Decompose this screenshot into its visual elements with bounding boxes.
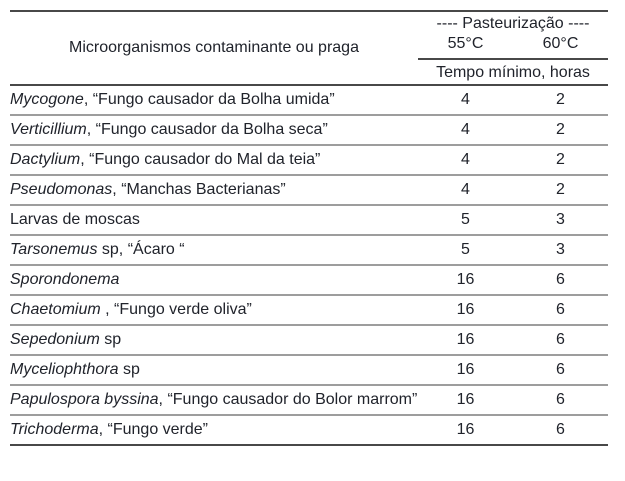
organism-genus: Myceliophthora: [10, 361, 119, 378]
pasteurization-table: Microorganismos contaminante ou praga --…: [10, 10, 608, 446]
organism-genus: Sepedonium: [10, 331, 100, 348]
organism-genus: Sporondonema: [10, 271, 120, 288]
hours-60: 6: [556, 331, 565, 348]
organism-name: Verticillium, “Fungo causador da Bolha s…: [10, 116, 418, 144]
organism-genus: Mycogone: [10, 91, 84, 108]
hours-60: 2: [556, 151, 565, 168]
hours-55: 16: [456, 421, 475, 438]
organism-description: , “Fungo verde”: [98, 421, 209, 438]
hours-55: 16: [456, 391, 475, 408]
hours-60: 2: [556, 181, 565, 198]
table-row: Verticillium, “Fungo causador da Bolha s…: [10, 116, 608, 146]
header-group-label: ---- Pasteurização ----: [436, 15, 590, 32]
table-row: Larvas de moscas 5 3: [10, 206, 608, 236]
organism-name: Larvas de moscas: [10, 206, 418, 234]
hours-60: 6: [556, 421, 565, 438]
header-temp-60: 60°C: [542, 35, 579, 52]
organism-description: , “Fungo causador do Mal da teia”: [80, 151, 321, 168]
header-pasteurization-group: ---- Pasteurização ---- 55°C 60°C Tempo …: [418, 12, 608, 84]
hours-55: 4: [461, 181, 470, 198]
hours-55: 4: [461, 121, 470, 138]
table-row: Papulospora byssina, “Fungo causador do …: [10, 386, 608, 416]
header-name-label: Microorganismos contaminante ou praga: [69, 39, 359, 56]
organism-description: sp: [99, 331, 122, 348]
organism-name: Dactylium, “Fungo causador do Mal da tei…: [10, 146, 418, 174]
organism-genus: Dactylium: [10, 151, 81, 168]
organism-name: Sporondonema: [10, 266, 418, 294]
organism-name: Tarsonemus sp, “Ácaro “: [10, 236, 418, 264]
hours-55: 4: [461, 91, 470, 108]
organism-name: Papulospora byssina, “Fungo causador do …: [10, 386, 418, 414]
organism-name: Trichoderma, “Fungo verde”: [10, 416, 418, 444]
header-temp-55: 55°C: [447, 35, 484, 52]
table-row: Sepedonium sp 16 6: [10, 326, 608, 356]
hours-55: 16: [456, 331, 475, 348]
organism-name: Mycogone, “Fungo causador da Bolha umida…: [10, 86, 418, 114]
hours-55: 5: [461, 241, 470, 258]
hours-60: 3: [556, 211, 565, 228]
organism-genus: Chaetomium: [10, 301, 101, 318]
hours-60: 2: [556, 91, 565, 108]
header-temperature-row: 55°C 60°C: [418, 33, 608, 60]
organism-name: Chaetomium , “Fungo verde oliva”: [10, 296, 418, 324]
organism-genus: Papulospora byssina: [10, 391, 159, 408]
organism-genus: Verticillium: [10, 121, 87, 138]
table-row: Dactylium, “Fungo causador do Mal da tei…: [10, 146, 608, 176]
organism-description: , “Fungo causador da Bolha umida”: [83, 91, 335, 108]
organism-name: Pseudomonas, “Manchas Bacterianas”: [10, 176, 418, 204]
hours-60: 6: [556, 391, 565, 408]
hours-60: 6: [556, 361, 565, 378]
hours-55: 16: [456, 361, 475, 378]
table-header: Microorganismos contaminante ou praga --…: [10, 10, 608, 86]
table-row: Trichoderma, “Fungo verde” 16 6: [10, 416, 608, 446]
organism-description: , “Manchas Bacterianas”: [112, 181, 286, 198]
organism-genus: Trichoderma: [10, 421, 99, 438]
table-row: Sporondonema 16 6: [10, 266, 608, 296]
organism-genus: Tarsonemus: [10, 241, 98, 258]
organism-description: , “Fungo verde oliva”: [100, 301, 252, 318]
table-row: Myceliophthora sp 16 6: [10, 356, 608, 386]
hours-55: 16: [456, 271, 475, 288]
organism-genus: Pseudomonas: [10, 181, 113, 198]
organism-name: Myceliophthora sp: [10, 356, 418, 384]
table-row: Tarsonemus sp, “Ácaro “ 5 3: [10, 236, 608, 266]
hours-60: 6: [556, 301, 565, 318]
organism-description: sp, “Ácaro “: [97, 241, 185, 258]
organism-description: Larvas de moscas: [10, 211, 140, 228]
hours-60: 6: [556, 271, 565, 288]
organism-description: sp: [118, 361, 140, 378]
header-name-column: Microorganismos contaminante ou praga: [10, 12, 418, 84]
header-sub-label: Tempo mínimo, horas: [436, 64, 590, 81]
hours-55: 5: [461, 211, 470, 228]
hours-60: 2: [556, 121, 565, 138]
organism-name: Sepedonium sp: [10, 326, 418, 354]
organism-description: , “Fungo causador da Bolha seca”: [86, 121, 328, 138]
table-row: Chaetomium , “Fungo verde oliva” 16 6: [10, 296, 608, 326]
table-row: Mycogone, “Fungo causador da Bolha umida…: [10, 86, 608, 116]
hours-55: 16: [456, 301, 475, 318]
hours-60: 3: [556, 241, 565, 258]
organism-description: , “Fungo causador do Bolor marrom”: [158, 391, 418, 408]
hours-55: 4: [461, 151, 470, 168]
table-row: Pseudomonas, “Manchas Bacterianas” 4 2: [10, 176, 608, 206]
